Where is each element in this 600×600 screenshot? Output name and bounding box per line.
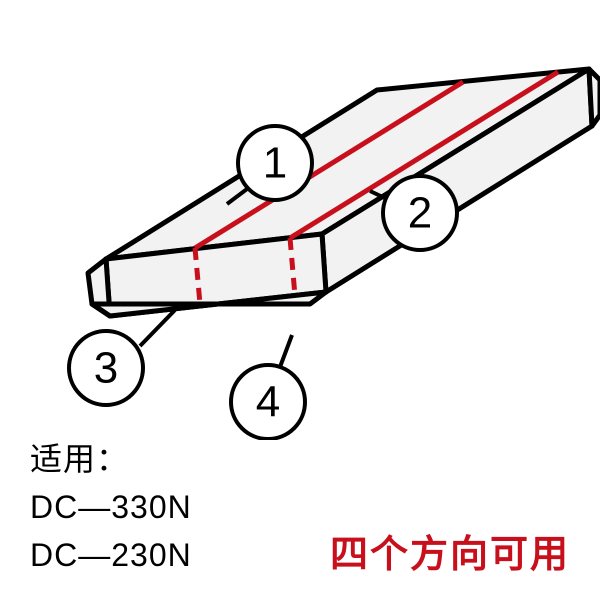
model-1: DC—330N xyxy=(30,483,192,531)
svg-text:2: 2 xyxy=(408,189,432,238)
callout-3: 3 xyxy=(69,331,143,405)
model-2: DC—230N xyxy=(30,531,192,579)
callout-4: 4 xyxy=(231,365,305,439)
red-caption: 四个方向可用 xyxy=(330,523,570,578)
svg-text:4: 4 xyxy=(256,378,280,427)
svg-text:1: 1 xyxy=(263,139,287,188)
leader-4 xyxy=(280,335,292,367)
right-chamfer xyxy=(589,69,600,126)
leader-3 xyxy=(140,310,175,346)
svg-text:3: 3 xyxy=(94,344,118,393)
block-diagram: 1 2 3 4 xyxy=(0,0,600,440)
callout-2: 2 xyxy=(383,176,457,250)
compat-label: 适用： xyxy=(30,435,192,483)
callout-1: 1 xyxy=(238,126,312,200)
